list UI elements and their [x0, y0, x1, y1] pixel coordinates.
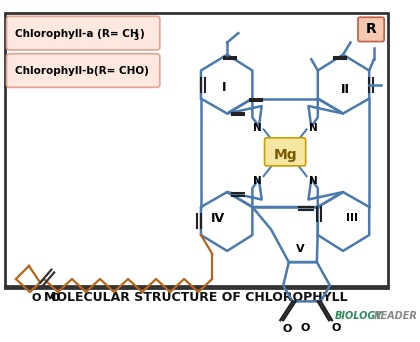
Text: II: II — [341, 83, 350, 96]
FancyBboxPatch shape — [7, 16, 160, 50]
Text: O: O — [301, 323, 310, 332]
Text: Chlorophyll-a (R= CH: Chlorophyll-a (R= CH — [15, 29, 139, 39]
Text: READER: READER — [374, 311, 418, 321]
Text: N: N — [309, 176, 318, 186]
Text: Mg: Mg — [273, 148, 297, 162]
FancyBboxPatch shape — [265, 138, 306, 166]
Text: BIOLOGY: BIOLOGY — [335, 311, 383, 321]
Text: ): ) — [139, 29, 144, 39]
Text: I: I — [222, 81, 226, 94]
Text: O: O — [332, 323, 341, 332]
Text: N: N — [309, 123, 318, 133]
Bar — [5, 13, 388, 288]
Text: N: N — [253, 123, 261, 133]
Text: IV: IV — [211, 212, 225, 225]
Text: O: O — [282, 325, 291, 334]
Text: MOLECULAR STRUCTURE OF CHLOROPHYLL: MOLECULAR STRUCTURE OF CHLOROPHYLL — [45, 291, 348, 304]
Text: R: R — [366, 22, 376, 36]
Text: N: N — [253, 176, 261, 186]
FancyBboxPatch shape — [358, 17, 384, 41]
FancyBboxPatch shape — [7, 54, 160, 87]
Text: Chlorophyll-b(R= CHO): Chlorophyll-b(R= CHO) — [15, 66, 149, 77]
Text: O: O — [32, 293, 41, 303]
Text: III: III — [346, 213, 358, 223]
Text: V: V — [296, 244, 304, 254]
Text: O: O — [50, 293, 60, 303]
Text: 3: 3 — [134, 33, 139, 42]
